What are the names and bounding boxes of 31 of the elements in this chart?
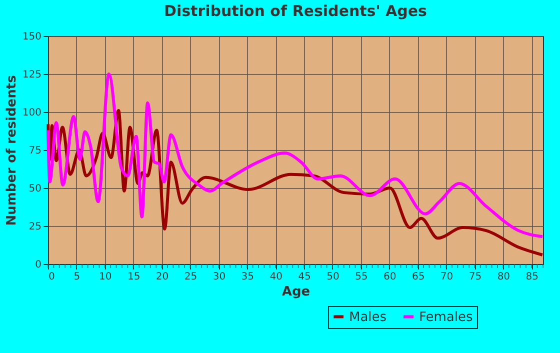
x-tick-label: 25 bbox=[184, 272, 198, 282]
y-tick-label: 150 bbox=[22, 32, 42, 42]
y-tick-label: 100 bbox=[22, 108, 42, 118]
x-axis-title: Age bbox=[282, 284, 310, 300]
x-tick-label: 65 bbox=[412, 272, 425, 282]
x-tick-label: 75 bbox=[468, 272, 482, 282]
y-axis-title: Number of residents bbox=[4, 74, 20, 226]
legend-label: Females bbox=[419, 310, 474, 325]
x-tick-label: 0 bbox=[48, 272, 55, 282]
y-tick-label: 0 bbox=[35, 260, 42, 270]
y-tick-label: 75 bbox=[28, 146, 42, 156]
legend-label: Males bbox=[349, 310, 387, 325]
x-tick-label: 80 bbox=[497, 272, 510, 282]
x-tick-label: 55 bbox=[355, 272, 368, 282]
x-tick-label: 50 bbox=[326, 272, 340, 282]
x-tick-label: 40 bbox=[270, 272, 282, 282]
x-tick-label: 5 bbox=[74, 272, 80, 282]
y-tick-label: 125 bbox=[22, 70, 42, 80]
x-tick-label: 30 bbox=[212, 272, 226, 282]
x-tick-label: 35 bbox=[241, 272, 254, 282]
x-tick-label: 15 bbox=[127, 272, 140, 282]
x-tick-label: 45 bbox=[298, 272, 311, 282]
chart-title: Distribution of Residents' Ages bbox=[164, 2, 428, 20]
x-tick-label: 85 bbox=[526, 272, 538, 282]
y-tick-label: 25 bbox=[28, 222, 42, 232]
x-tick-label: 10 bbox=[99, 272, 112, 282]
x-tick-label: 60 bbox=[384, 272, 396, 282]
y-tick-label: 50 bbox=[28, 184, 42, 194]
x-tick-label: 70 bbox=[440, 272, 454, 282]
line-series bbox=[46, 72, 544, 238]
x-tick-label: 20 bbox=[156, 272, 169, 282]
